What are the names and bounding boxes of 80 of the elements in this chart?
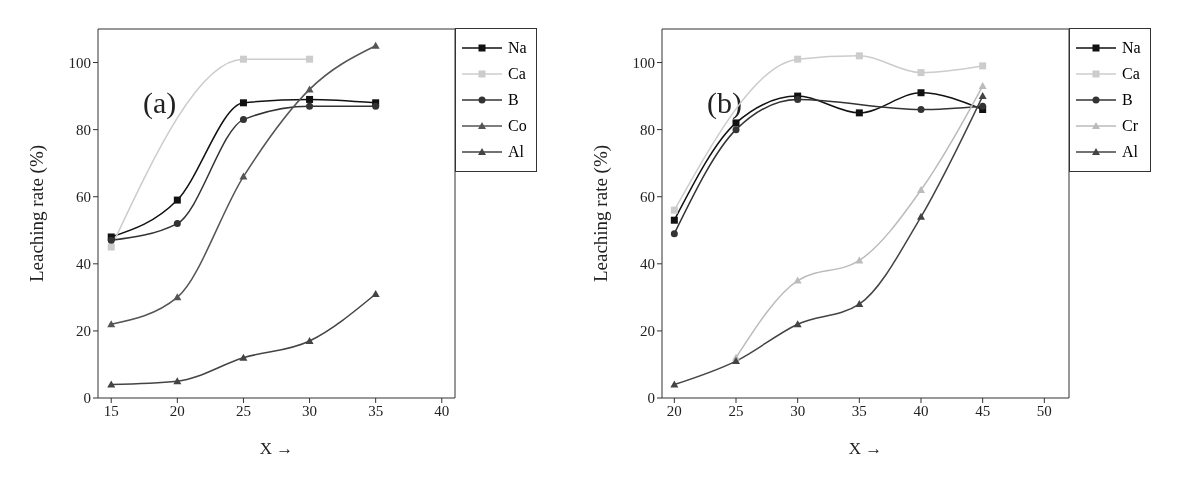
point: [173, 220, 181, 228]
point: [306, 95, 314, 103]
point: [306, 55, 314, 63]
x-tick-label: 35: [851, 402, 867, 419]
point: [371, 290, 380, 298]
x-tick-label: 30: [302, 402, 318, 419]
x-axis-title: X →: [848, 439, 883, 458]
point: [917, 106, 925, 114]
y-tick-label: 0: [83, 390, 91, 407]
legend-label: Na: [508, 39, 527, 57]
point: [917, 212, 925, 220]
point: [107, 243, 115, 251]
text: (b): [707, 86, 742, 120]
y-tick-label: 100: [632, 54, 655, 71]
point: [855, 300, 864, 308]
point: [371, 41, 380, 49]
y-tick-label: 60: [640, 189, 655, 206]
point: [917, 89, 925, 97]
point: [239, 55, 247, 63]
point: [239, 116, 247, 124]
legend-label: Co: [508, 117, 527, 135]
point: [173, 196, 181, 204]
x-tick-label: 20: [666, 402, 682, 419]
legend-label: B: [508, 91, 519, 109]
x-tick-label: 40: [434, 402, 450, 419]
x-tick-label: 15: [103, 402, 119, 419]
y-tick-label: 80: [76, 121, 91, 138]
x-tick-label: 20: [169, 402, 185, 419]
legend-label: Cr: [1122, 117, 1138, 135]
y-tick-label: 20: [76, 323, 91, 340]
point: [305, 336, 314, 344]
point: [107, 380, 116, 388]
y-tick-label: 60: [76, 189, 91, 206]
point: [670, 230, 678, 238]
x-tick-label: 40: [913, 402, 929, 419]
point: [794, 55, 802, 63]
point: [239, 99, 247, 107]
point: [670, 216, 678, 224]
point: [239, 353, 248, 361]
y-tick-label: 40: [640, 256, 655, 273]
legend-label: Al: [1122, 143, 1138, 161]
x-axis-title: X →: [259, 439, 294, 458]
legend-label: Ca: [508, 65, 526, 83]
point: [979, 102, 987, 110]
y-axis-title: Leaching rate (%): [589, 144, 612, 283]
text: (a): [143, 86, 177, 120]
point: [732, 119, 740, 127]
legend-label: Al: [508, 143, 524, 161]
point: [979, 62, 987, 70]
point: [855, 52, 863, 60]
y-tick-label: 0: [647, 390, 655, 407]
point: [173, 377, 182, 385]
point: [670, 206, 678, 214]
point: [793, 320, 802, 328]
legend-label: B: [1122, 91, 1133, 109]
legend-label: Na: [1122, 39, 1141, 57]
y-tick-label: 40: [76, 256, 91, 273]
y-axis-title: Leaching rate (%): [25, 144, 48, 283]
legend-label: Ca: [1122, 65, 1140, 83]
point: [732, 126, 740, 134]
point: [670, 380, 679, 388]
point: [978, 92, 987, 100]
y-tick-label: 80: [640, 121, 655, 138]
point: [306, 102, 314, 110]
x-tick-label: 45: [975, 402, 991, 419]
point: [917, 186, 925, 194]
y-tick-label: 100: [68, 54, 91, 71]
x-tick-label: 25: [235, 402, 251, 419]
x-tick-label: 50: [1036, 402, 1052, 419]
x-tick-label: 25: [728, 402, 744, 419]
point: [239, 172, 248, 180]
point: [855, 109, 863, 117]
x-tick-label: 30: [790, 402, 806, 419]
point: [107, 320, 116, 328]
point: [732, 357, 740, 365]
point: [917, 69, 925, 77]
x-tick-label: 35: [368, 402, 384, 419]
point: [978, 82, 987, 90]
y-tick-label: 20: [640, 323, 655, 340]
point: [793, 276, 802, 284]
